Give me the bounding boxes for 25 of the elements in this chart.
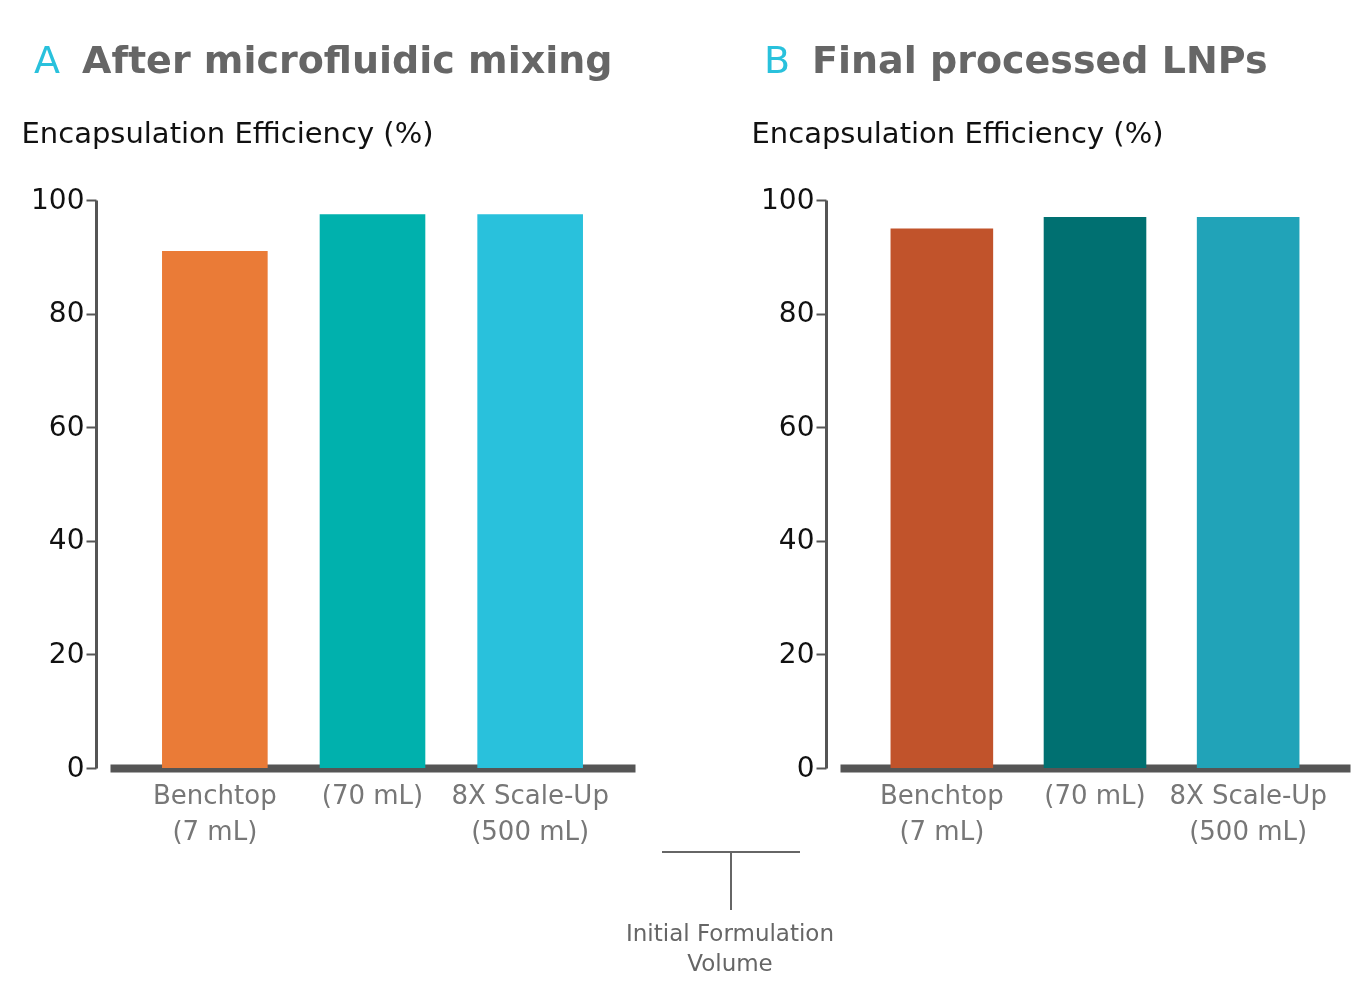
y-tick-label: 80 (48, 296, 85, 330)
chart-title: Final processed LNPs (812, 38, 1268, 82)
x-tick-label: (70 mL) (321, 779, 424, 810)
y-tick-label: 20 (778, 636, 815, 670)
x-tick-label: 8X Scale-Up (500 mL) (1169, 779, 1327, 846)
y-tick-label: 100 (761, 182, 815, 216)
y-tick-label: 60 (48, 409, 85, 443)
x-tick-label: Benchtop (7 mL) (152, 779, 277, 846)
text: Initial Formulation Volume (625, 919, 835, 978)
y-tick-label: 80 (778, 296, 815, 330)
y-tick-label: 20 (48, 636, 85, 670)
x-tick-label: 8X Scale-Up (500 mL) (451, 779, 609, 846)
y-axis-title: Encapsulation Efficiency (%) (751, 115, 1164, 150)
y-tick-label: 0 (66, 750, 85, 784)
text: B (764, 38, 791, 82)
x-tick-label: Benchtop (7 mL) (880, 779, 1004, 846)
chart-title: After microfluidic mixing (82, 38, 613, 82)
y-tick-label: 40 (778, 523, 815, 557)
y-tick-label: 60 (778, 409, 815, 443)
y-tick-label: 100 (31, 182, 85, 216)
text: A (34, 38, 60, 82)
y-tick-label: 40 (48, 523, 85, 557)
x-tick-label: (70 mL) (1044, 779, 1146, 810)
y-axis-title: Encapsulation Efficiency (%) (21, 115, 434, 150)
y-tick-label: 0 (796, 750, 815, 784)
